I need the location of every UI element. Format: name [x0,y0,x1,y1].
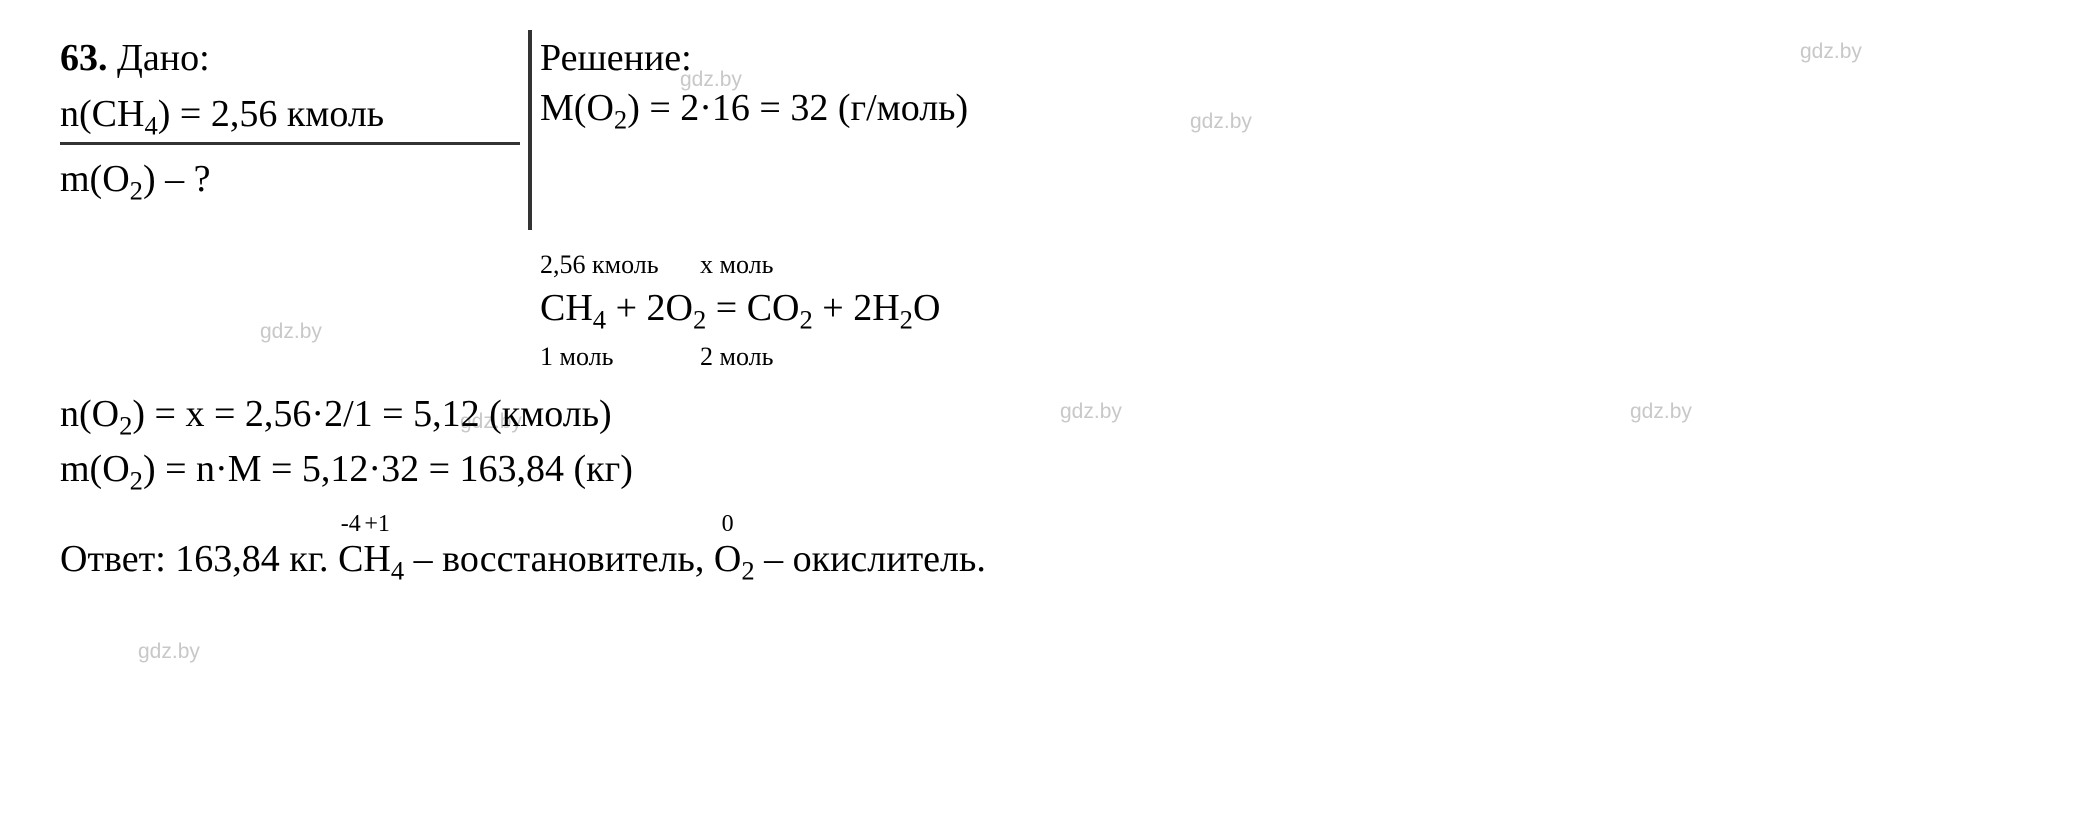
subscript: 4 [593,305,606,335]
problem-number: 63. [60,37,108,79]
solution-text: M(O [540,87,614,129]
solution-molar-mass: M(O2) = 2·16 = 32 (г/моль) [540,86,968,136]
oxidation-number: +1 [364,511,390,538]
eq-text: + 2H [813,287,900,329]
oxidation-species: -4 C [338,537,363,581]
oxidation-species: 0 O [714,537,741,581]
oxidation-number: 0 [722,511,734,538]
element-symbol: H [363,538,390,580]
subscript: 2 [799,305,812,335]
subscript: 2 [614,105,627,135]
calc-text: m(O [60,448,130,490]
calc-line-2: m(O2) = n·M = 5,12·32 = 163,84 (кг) [60,447,2033,497]
given-section: 63. Дано: n(CH4) = 2,56 кмоль m(O2) – ? [60,30,520,212]
given-text: m(O [60,158,130,200]
solution-section: Решение: M(O2) = 2·16 = 32 (г/моль) [540,30,968,142]
watermark: gdz.by [1190,110,1252,134]
given-solution-row: 63. Дано: n(CH4) = 2,56 кмоль m(O2) – ? … [60,30,2033,230]
answer-text: – восстановитель, [404,538,714,580]
calc-text: ) = n·M = 5,12·32 = 163,84 (кг) [143,448,633,490]
subscript: 2 [119,410,132,440]
watermark: gdz.by [260,320,322,344]
eq-text: = CO [706,287,799,329]
equation-block: 2,56 кмоль х моль CH4 + 2O2 = CO2 + 2H2O… [540,250,2033,372]
element-symbol: O [714,538,741,580]
chemical-equation: CH4 + 2O2 = CO2 + 2H2O [540,286,2033,336]
oxidation-number: -4 [341,511,361,538]
eq-text: CH [540,287,593,329]
given-label: Дано: [108,37,210,79]
solution-label: Решение: [540,36,968,80]
equation-top-annotation: 2,56 кмоль х моль [540,250,2033,280]
oxidation-species: +1 H [363,537,390,581]
problem-heading: 63. Дано: [60,36,520,80]
given-text: ) = 2,56 кмоль [158,93,384,135]
element-symbol: C [338,538,363,580]
given-text: ) – ? [143,158,211,200]
subscript: 4 [144,111,157,141]
calc-text: ) = x = 2,56·2/1 = 5,12 (кмоль) [132,393,611,435]
subscript: 4 [391,555,404,585]
calc-line-1: n(O2) = x = 2,56·2/1 = 5,12 (кмоль) [60,392,2033,442]
watermark: gdz.by [138,640,200,664]
document-root: gdz.by gdz.by gdz.by gdz.by gdz.by gdz.b… [60,30,2033,586]
subscript: 2 [900,305,913,335]
solution-text: ) = 2·16 = 32 (г/моль) [627,87,968,129]
answer-label: Ответ: 163,84 кг. [60,538,338,580]
given-find-line: m(O2) – ? [60,157,520,207]
vertical-divider [528,30,532,230]
subscript: 2 [741,555,754,585]
annotation-cell: 1 моль [540,342,700,372]
equation-bottom-annotation: 1 моль 2 моль [540,342,2033,372]
eq-text: + 2O [606,287,693,329]
annotation-cell: 2,56 кмоль [540,250,700,280]
given-data-line-1: n(CH4) = 2,56 кмоль [60,92,520,145]
subscript: 2 [693,305,706,335]
watermark: gdz.by [1800,40,1862,64]
subscript: 2 [130,175,143,205]
answer-line: Ответ: 163,84 кг. -4 C +1 H 4 – восстано… [60,537,2033,587]
eq-text: O [913,287,940,329]
annotation-cell: 2 моль [700,342,850,372]
subscript: 2 [130,466,143,496]
given-text: n(CH [60,93,144,135]
answer-text: – окислитель. [755,538,986,580]
calc-text: n(O [60,393,119,435]
annotation-cell: х моль [700,250,850,280]
